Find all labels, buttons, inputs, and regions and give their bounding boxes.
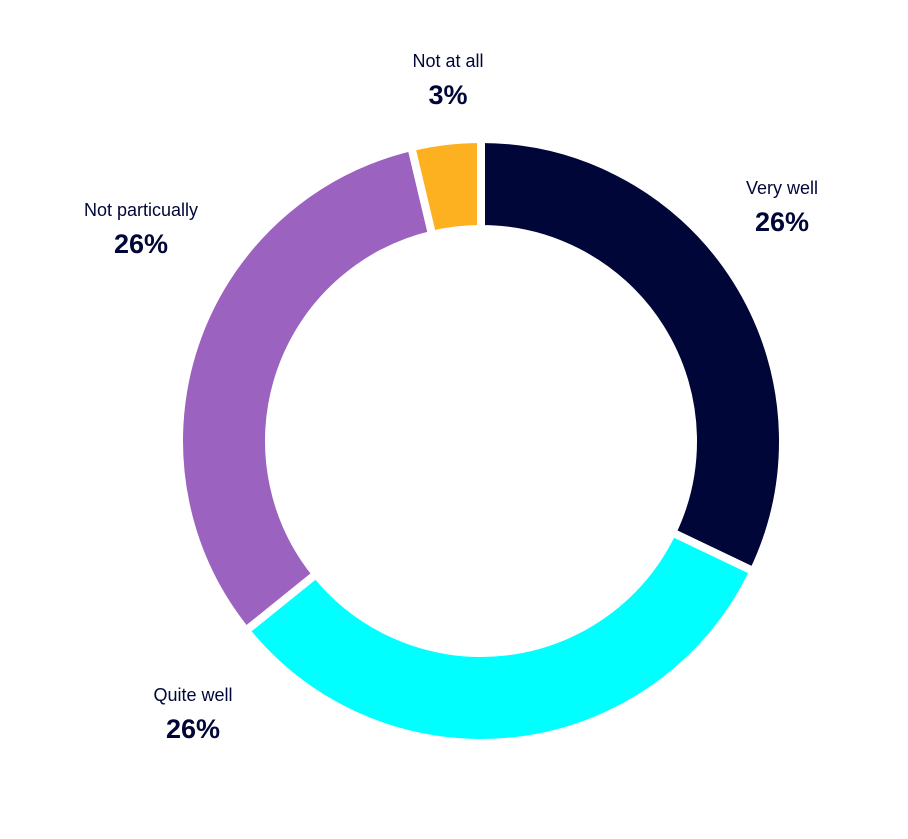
slice-label: Not at all — [412, 51, 483, 71]
slice-label: Very well — [746, 178, 818, 198]
value-label: 26% — [755, 207, 809, 237]
donut-slice — [406, 134, 485, 240]
value-label: 26% — [166, 714, 220, 744]
donut-slice — [477, 134, 787, 577]
slice-label: Quite well — [153, 685, 232, 705]
slice-label: Not particually — [84, 200, 198, 220]
value-label: 3% — [428, 80, 467, 110]
donut-slice — [175, 142, 437, 637]
value-label: 26% — [114, 229, 168, 259]
donut-slice — [240, 527, 759, 747]
